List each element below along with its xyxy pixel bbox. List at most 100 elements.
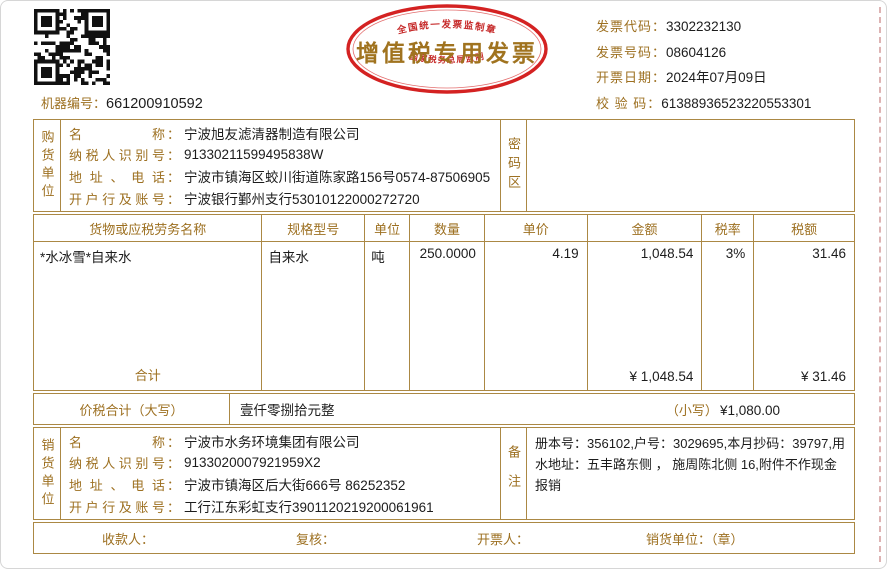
total-in-words-value: 壹仟零捌拾元整	[240, 403, 335, 418]
invoice-date-row: 开票日期：2024年07月09日	[596, 65, 811, 91]
buyer-name-row: 名称：宁波旭友滤清器制造有限公司	[61, 123, 500, 143]
buyer-address-row: 地址、电话：宁波市镇海区蛟川街道陈家路156号0574-87506905	[61, 166, 500, 186]
seller-address-row: 地址、电话：宁波市镇海区后大街666号 86252352	[61, 474, 500, 494]
title-stamp-area: 全国统一发票监制章 国家税务总局监制 增值税专用发票	[339, 1, 555, 101]
item-amount: 1,048.54	[640, 246, 694, 261]
password-zone-label: 密码区	[501, 120, 527, 211]
colon: ：	[167, 148, 181, 163]
buyer-section: 购货单位 名称：宁波旭友滤清器制造有限公司 纳税人识别号： 91330211599…	[33, 119, 855, 212]
colon: ：	[167, 499, 181, 515]
seller-taxid-row: 纳税人识别号： 9133020007921959X2	[61, 453, 500, 472]
item-tax-rate: 3%	[725, 246, 746, 261]
seller-name-row: 名称：宁波市水务环境集团有限公司	[61, 431, 500, 451]
machine-number-value: 661200910592	[106, 96, 203, 112]
invoice-code-row: 发票代码：3302232130	[596, 14, 811, 40]
col-header-spec: 规格型号	[262, 215, 366, 241]
tax-rate-column: 3%	[702, 242, 755, 390]
item-unit: 吨	[371, 250, 385, 265]
seller-taxid-label: 纳税人识别号	[69, 456, 165, 471]
signature-row: 收款人： 复核： 开票人： 销货单位：（章）	[33, 522, 855, 554]
seller-seal-label: 销货单位：（章）	[646, 531, 744, 547]
unit-price-column: 4.19	[485, 242, 588, 390]
table-body: *水冰雪*自来水 合计 自来水 吨 250.0000 4.19 1,048.54…	[34, 242, 854, 390]
seller-name-label: 名称	[69, 434, 165, 450]
total-amount: ¥ 1,048.54	[629, 369, 694, 384]
buyer-bank-value: 宁波银行鄞州支行53010122000272720	[184, 192, 420, 207]
item-spec: 自来水	[268, 250, 309, 265]
buyer-bank-row: 开户行及账号：宁波银行鄞州支行53010122000272720	[61, 188, 500, 208]
check-code-label: 校 验 码：	[596, 95, 662, 111]
col-header-tax-rate: 税率	[702, 215, 755, 241]
amount-column: 1,048.54 ¥ 1,048.54	[588, 242, 703, 390]
table-header-row: 货物或应税劳务名称 规格型号 单位 数量 单价 金额 税率 税额	[34, 215, 854, 242]
reviewer-label: 复核：	[296, 531, 336, 547]
buyer-name-label: 名称	[69, 126, 165, 142]
seller-bank-label: 开户行及账号	[69, 499, 165, 515]
invoice-date-value: 2024年07月09日	[666, 70, 767, 85]
buyer-taxid-row: 纳税人识别号： 91330211599495838W	[61, 145, 500, 164]
colon: ：	[167, 456, 181, 471]
seller-fields: 名称：宁波市水务环境集团有限公司 纳税人识别号： 9133020007921959…	[61, 428, 501, 519]
seller-bank-value: 工行江东彩虹支行3901120219200061961	[184, 500, 434, 515]
colon: ：	[167, 126, 181, 142]
spec-column: 自来水	[262, 242, 366, 390]
quantity-column: 250.0000	[410, 242, 485, 390]
buyer-fields: 名称：宁波旭友滤清器制造有限公司 纳税人识别号： 9133021159949583…	[61, 120, 501, 211]
total-in-words-label: 价税合计（大写）	[34, 394, 230, 424]
check-code-row: 校 验 码：61388936523220553301	[596, 91, 811, 117]
buyer-name-value: 宁波旭友滤清器制造有限公司	[184, 127, 360, 142]
col-header-tax-amount: 税额	[791, 221, 818, 237]
colon: ：	[167, 477, 181, 493]
drawer-label: 开票人：	[477, 531, 530, 547]
invoice-info-block: 发票代码：3302232130 发票号码：08604126 开票日期：2024年…	[596, 14, 811, 116]
item-tax-amount: 31.46	[812, 246, 846, 261]
invoice-date-label: 开票日期：	[596, 70, 667, 85]
seller-taxid-value: 9133020007921959X2	[184, 455, 321, 470]
total-row-label: 合计	[134, 368, 161, 383]
total-in-figures-label: （小写）	[665, 402, 718, 418]
total-in-figures: （小写） ¥1,080.00	[666, 400, 854, 419]
svg-text:国家税务总局监制: 国家税务总局监制	[409, 51, 486, 65]
col-header-quantity: 数量	[410, 215, 485, 241]
seller-bank-row: 开户行及账号：工行江东彩虹支行3901120219200061961	[61, 496, 500, 516]
item-goods-name: *水冰雪*自来水	[40, 250, 132, 265]
seller-side-label: 销货单位	[34, 428, 61, 519]
goods-name-column: *水冰雪*自来水 合计	[34, 242, 263, 390]
total-in-words-area: 壹仟零捌拾元整 （小写） ¥1,080.00	[230, 394, 854, 424]
price-tax-total-row: 价税合计（大写） 壹仟零捌拾元整 （小写） ¥1,080.00	[33, 393, 855, 425]
remarks-label: 备注	[501, 428, 527, 519]
password-zone-area	[527, 120, 854, 211]
buyer-side-label: 购货单位	[34, 120, 61, 211]
machine-number-row: 机器编号：661200910592	[41, 93, 203, 112]
items-table: 货物或应税劳务名称 规格型号 单位 数量 单价 金额 税率 税额 *水冰雪*自来…	[33, 214, 855, 391]
unit-column: 吨	[365, 242, 411, 390]
invoice-code-label: 发票代码：	[596, 19, 667, 34]
buyer-bank-label: 开户行及账号	[69, 191, 165, 207]
oval-stamp-icon: 全国统一发票监制章 国家税务总局监制	[346, 4, 548, 94]
item-quantity: 250.0000	[419, 246, 476, 261]
seller-address-value: 宁波市镇海区后大街666号 86252352	[184, 478, 406, 493]
machine-number-label: 机器编号：	[41, 96, 107, 111]
buyer-address-label: 地址、电话	[69, 169, 165, 185]
invoice-code-value: 3302232130	[666, 19, 742, 34]
buyer-taxid-value: 91330211599495838W	[184, 147, 324, 162]
col-header-goods-name: 货物或应税劳务名称	[34, 215, 263, 241]
seller-address-label: 地址、电话	[69, 477, 165, 493]
invoice-title: 增值税专用发票	[356, 40, 538, 66]
buyer-taxid-label: 纳税人识别号	[69, 148, 165, 163]
tax-amount-column: 31.46 ¥ 31.46	[754, 242, 854, 390]
invoice-number-value: 08604126	[666, 44, 727, 60]
total-in-figures-value: ¥1,080.00	[719, 402, 780, 418]
col-header-amount: 金额	[588, 215, 703, 241]
total-tax-amount: ¥ 31.46	[800, 369, 846, 384]
buyer-address-value: 宁波市镇海区蛟川街道陈家路156号0574-87506905	[184, 170, 491, 185]
colon: ：	[167, 191, 181, 207]
colon: ：	[167, 434, 181, 450]
col-header-unit-price: 单价	[485, 215, 588, 241]
invoice-number-row: 发票号码：08604126	[596, 40, 811, 66]
seller-name-value: 宁波市水务环境集团有限公司	[184, 435, 360, 450]
remarks-text: 册本号：356102,户号：3029695,本月抄码：39797,用水地址：五丰…	[535, 436, 845, 493]
payee-label: 收款人：	[102, 531, 155, 547]
qr-code	[34, 9, 110, 85]
